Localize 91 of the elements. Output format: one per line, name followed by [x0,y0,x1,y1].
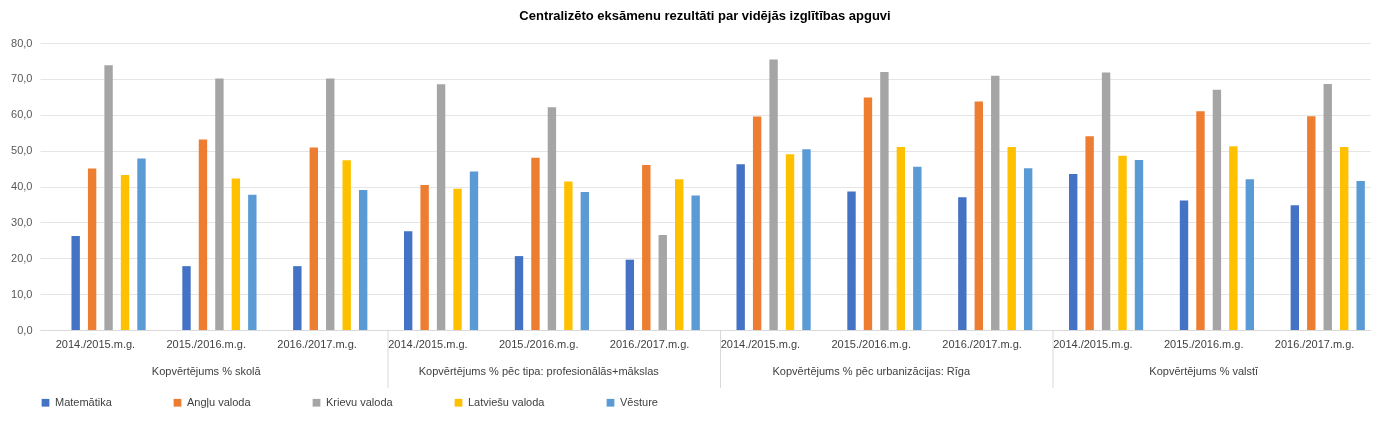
bar [1307,116,1316,330]
bar [564,181,573,330]
bar [71,236,80,330]
bar [691,195,700,330]
bar [913,166,922,330]
text: Kopvērtējums % pēc tipa: profesionālās+mākslas [418,365,660,377]
text: Kopvērtējums % valstī [1149,365,1260,377]
bar [293,266,302,330]
bar [120,175,130,330]
bar [1212,89,1222,330]
bar [752,116,762,330]
bar [326,78,335,330]
y-tick-label: 80,0 [11,36,33,49]
bar [658,234,667,330]
bar [453,188,462,330]
bar [547,107,557,330]
bar [991,75,1000,330]
bar [1118,155,1127,330]
x-tick-label: 2014./2015.m.g. [720,337,801,350]
bar [880,72,889,330]
y-tick-label: 40,0 [11,180,33,192]
bar [198,139,208,330]
y-tick-label: 70,0 [11,72,33,85]
bar [1007,147,1016,330]
bar [974,101,983,330]
y-tick-label: 60,0 [11,108,33,121]
x-tick-label: 2015./2016.m.g. [166,337,247,350]
chart-title: Centralizēto eksāmenu rezultāti par vidējās izglītības apguvi [519,8,891,23]
x-tick-label: 2015./2016.m.g. [498,337,579,350]
bar [736,164,745,330]
bar [87,168,97,330]
bar [342,160,351,330]
bar [531,157,540,330]
bar [1179,200,1189,330]
bar [1134,159,1144,330]
bar [1023,168,1033,330]
x-tick-label: 2015./2016.m.g. [831,337,912,350]
bar [896,147,906,330]
bar [958,197,967,330]
legend-label: Latviešu valoda [468,395,546,408]
bar [309,147,318,330]
legend-label: Angļu valoda [187,395,252,408]
x-tick-label: 2014./2015.m.g. [1053,337,1133,350]
x-tick-label: 2016./2017.m.g. [609,337,690,350]
y-tick-label: 20,0 [11,251,33,264]
bar [358,190,368,330]
bar [1290,205,1300,330]
bar [1101,72,1111,330]
legend-label: Vēsture [620,395,658,408]
bar [1068,173,1078,330]
x-tick-label: 2015./2016.m.g. [1163,337,1244,350]
bar [1356,181,1365,330]
y-tick-label: 10,0 [11,287,33,300]
x-tick-label: 2016./2017.m.g. [277,337,357,350]
bar [1196,111,1205,330]
y-tick-label: 0,0 [17,323,33,336]
text: Kopvērtējums % skolā [151,365,262,377]
text: Kopvērtējums % pēc urbanizācijas: Rīga [772,365,971,377]
y-tick-label: 50,0 [11,144,33,157]
bar [1085,136,1094,330]
bar [847,191,856,330]
bar [802,149,811,330]
bar [625,259,635,330]
bar [248,194,257,330]
bar [469,171,479,330]
bar [182,266,191,330]
bar [514,256,524,330]
bar [863,97,873,330]
bar [1245,179,1255,330]
bar [785,154,795,330]
bar [436,84,446,330]
x-tick-label: 2016./2017.m.g. [942,337,1022,350]
bar [420,185,429,330]
bar [642,164,651,330]
x-tick-label: 2016./2017.m.g. [1274,337,1355,350]
legend-label: Matemātika [55,395,113,408]
bar [215,78,224,330]
bar [1229,146,1238,330]
bar [580,191,590,330]
bar [104,65,113,330]
bar [137,158,146,330]
x-tick-label: 2014./2015.m.g. [388,337,468,350]
bar [675,179,684,330]
bar [1323,83,1332,330]
bar [1340,147,1349,330]
x-tick-label: 2014./2015.m.g. [55,337,136,350]
bar [769,59,778,330]
bar [403,231,413,330]
legend-label: Krievu valoda [326,395,394,408]
y-tick-label: 30,0 [11,215,33,228]
bar [231,178,241,330]
